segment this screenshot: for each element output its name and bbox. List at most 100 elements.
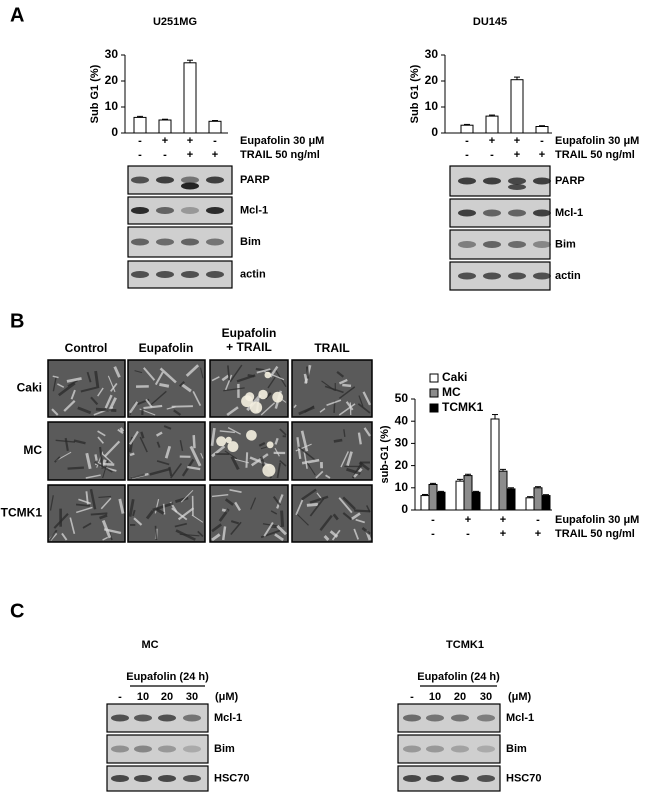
cell bbox=[129, 452, 135, 457]
bright-cell bbox=[216, 436, 227, 447]
blot-band bbox=[183, 745, 201, 753]
blot-image bbox=[106, 734, 209, 764]
micrograph bbox=[127, 359, 206, 418]
blot-label: Mcl-1 bbox=[506, 712, 534, 724]
blot-title: MC bbox=[141, 639, 158, 651]
cell bbox=[309, 498, 325, 517]
cell bbox=[345, 401, 354, 411]
cell bbox=[274, 533, 284, 542]
cell bbox=[358, 395, 364, 407]
blot-band bbox=[508, 272, 526, 280]
cell bbox=[177, 507, 195, 521]
blot-band bbox=[181, 182, 199, 190]
blot-band bbox=[451, 775, 469, 782]
cell bbox=[230, 520, 240, 525]
panel-label: B bbox=[10, 310, 24, 332]
treatment-header: Eupafolin (24 h) bbox=[417, 671, 500, 683]
blot-label: Bim bbox=[555, 238, 576, 250]
cell bbox=[143, 404, 163, 410]
bright-cell bbox=[264, 371, 272, 379]
blot-band bbox=[131, 271, 149, 278]
cell bbox=[346, 451, 353, 466]
cell bbox=[218, 508, 230, 522]
blot-band bbox=[134, 775, 152, 782]
blot-band bbox=[403, 775, 421, 782]
cell bbox=[107, 375, 116, 393]
blot-image bbox=[449, 261, 551, 291]
cell bbox=[250, 497, 257, 510]
cell bbox=[269, 365, 279, 378]
y-axis-label: Sub G1 (%) bbox=[89, 64, 101, 123]
cell bbox=[159, 382, 170, 388]
blot-band bbox=[458, 272, 476, 280]
cell bbox=[355, 518, 366, 524]
blot-band bbox=[458, 177, 476, 185]
micrograph bbox=[209, 359, 289, 418]
cell bbox=[154, 498, 160, 514]
blot-band bbox=[426, 714, 444, 722]
cell bbox=[134, 370, 143, 374]
blot-band bbox=[477, 775, 495, 782]
blot-label: actin bbox=[555, 270, 581, 282]
cell bbox=[343, 429, 346, 437]
cell bbox=[99, 514, 108, 520]
cell bbox=[119, 427, 125, 433]
cell bbox=[97, 430, 106, 437]
cell bbox=[51, 408, 59, 416]
blot-image bbox=[127, 196, 233, 225]
cell bbox=[164, 445, 172, 459]
blot-band bbox=[131, 207, 149, 214]
blot-image bbox=[106, 703, 209, 733]
cell bbox=[234, 501, 241, 511]
cell bbox=[346, 467, 361, 476]
blot-band bbox=[183, 714, 201, 722]
cell bbox=[89, 488, 97, 510]
cell bbox=[94, 461, 113, 473]
cell bbox=[52, 375, 59, 379]
cell bbox=[245, 452, 249, 468]
cell bbox=[358, 461, 370, 471]
blot-band bbox=[131, 176, 149, 184]
cell bbox=[200, 367, 204, 379]
micrograph bbox=[127, 484, 206, 543]
blot-image bbox=[397, 765, 501, 792]
y-tick-label: 10 bbox=[395, 480, 409, 494]
cell bbox=[270, 510, 278, 515]
bar bbox=[471, 491, 481, 511]
treatment-sign: - bbox=[431, 528, 435, 540]
cell bbox=[174, 522, 187, 528]
bright-cell bbox=[245, 392, 255, 402]
blot-band bbox=[111, 714, 129, 722]
cell bbox=[145, 509, 155, 520]
cell bbox=[180, 489, 194, 503]
cell bbox=[258, 441, 266, 447]
bar bbox=[420, 495, 430, 511]
bright-cell bbox=[246, 429, 257, 441]
micrograph bbox=[291, 421, 373, 481]
y-tick-label: 30 bbox=[105, 47, 119, 61]
legend-label: Caki bbox=[442, 370, 467, 384]
blot-band bbox=[533, 177, 551, 185]
blot-band bbox=[183, 775, 201, 782]
cell bbox=[210, 427, 216, 446]
micrograph bbox=[47, 484, 126, 543]
cell bbox=[332, 513, 339, 521]
y-tick-label: 30 bbox=[395, 436, 409, 450]
blot-band bbox=[111, 745, 129, 753]
cell bbox=[250, 453, 269, 467]
cell bbox=[357, 403, 371, 414]
treatment-sign: - bbox=[431, 514, 435, 526]
blot-band bbox=[206, 271, 224, 278]
cell bbox=[179, 533, 200, 537]
cell bbox=[301, 458, 320, 465]
cell bbox=[256, 368, 271, 374]
blot-band bbox=[134, 745, 152, 753]
blot-band bbox=[403, 714, 421, 722]
cell bbox=[227, 427, 241, 435]
blot-background bbox=[106, 734, 209, 764]
cell bbox=[274, 437, 279, 445]
treatment-name: TRAIL 50 ng/ml bbox=[555, 528, 635, 540]
treatment-sign: + bbox=[500, 528, 506, 540]
cell bbox=[211, 523, 222, 533]
blot-title: TCMK1 bbox=[446, 639, 484, 651]
